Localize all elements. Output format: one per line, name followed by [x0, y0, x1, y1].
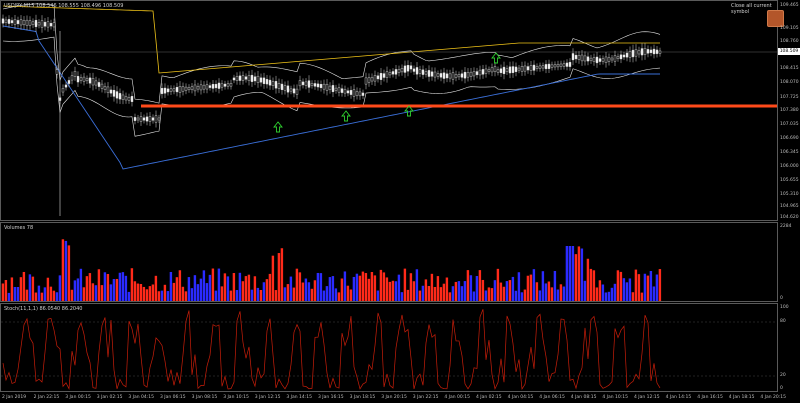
- price-tick: 106.690: [780, 136, 799, 141]
- price-tick: 104.620: [780, 215, 799, 220]
- stoch-axis-100: 100: [780, 305, 789, 310]
- time-tick: 4 Jan 08:15: [570, 395, 597, 400]
- price-tick: 108.415: [780, 66, 799, 71]
- time-tick: 3 Jan 14:15: [286, 395, 313, 400]
- time-tick: 3 Jan 04:15: [128, 395, 155, 400]
- time-tick: 4 Jan 04:15: [507, 395, 534, 400]
- time-tick: 4 Jan 18:15: [728, 395, 755, 400]
- time-tick: 4 Jan 10:15: [602, 395, 629, 400]
- time-tick: 4 Jan 12:15: [634, 395, 660, 400]
- time-tick: 3 Jan 08:15: [191, 395, 218, 400]
- price-tick: 109.465: [780, 3, 799, 8]
- stoch-axis-80: 80: [780, 319, 786, 324]
- volume-svg: [1, 239, 662, 301]
- volume-axis-max: 2284: [780, 224, 792, 229]
- time-tick: 4 Jan 20:15: [760, 395, 787, 400]
- stoch-axis-20: 20: [780, 373, 786, 378]
- volume-axis-zero: 0: [780, 296, 783, 301]
- price-tick: 107.380: [780, 108, 799, 113]
- stochastic-svg: [1, 309, 777, 391]
- time-tick: 4 Jan 14:15: [665, 395, 692, 400]
- time-tick: 3 Jan 00:15: [65, 395, 91, 400]
- time-tick: 3 Jan 06:15: [160, 395, 186, 400]
- time-tick: 3 Jan 18:15: [349, 395, 376, 400]
- up-arrow-icon: [404, 105, 414, 117]
- price-tick: 106.000: [780, 164, 799, 169]
- up-arrow-icon: [273, 121, 283, 133]
- time-tick: 4 Jan 06:15: [539, 395, 565, 400]
- up-arrow-icon: [341, 110, 351, 122]
- price-tick: 105.310: [780, 192, 799, 197]
- time-tick: 4 Jan 16:15: [697, 395, 723, 400]
- up-arrow-icon: [491, 52, 501, 64]
- time-tick: 2 Jan 22:15: [33, 395, 60, 400]
- time-tick: 2 Jan 2019: [2, 395, 27, 400]
- time-tick: 3 Jan 22:15: [412, 395, 439, 400]
- volume-pane[interactable]: Volumes 78: [0, 222, 778, 302]
- close-all-button[interactable]: [767, 10, 784, 27]
- time-tick: 4 Jan 00:15: [444, 395, 471, 400]
- stochastic-pane[interactable]: Stoch(11,1,1) 86.0540 86.2040: [0, 303, 778, 392]
- price-tick: 108.760: [780, 39, 799, 44]
- time-axis: 2 Jan 2019 2 Jan 22:15 3 Jan 00:15 3 Jan 02…: [0, 392, 800, 403]
- stoch-axis-0: 0: [780, 386, 783, 391]
- price-tick: 105.655: [780, 178, 799, 183]
- time-tick: 3 Jan 20:15: [381, 395, 407, 400]
- symbol-info-label: USDJPY,M15 108.546 108.555 108.496 108.5…: [4, 3, 124, 9]
- time-tick: 3 Jan 10:15: [223, 395, 249, 400]
- price-tick: 106.345: [780, 150, 799, 155]
- price-chart-svg: [1, 3, 777, 216]
- stochastic-label: Stoch(11,1,1) 86.0540 86.2040: [4, 306, 83, 312]
- price-tick: 107.725: [780, 95, 799, 100]
- price-tick: 109.105: [780, 26, 799, 31]
- time-tick: 3 Jan 02:15: [96, 395, 123, 400]
- volume-label: Volumes 78: [4, 225, 34, 231]
- time-tick: 4 Jan 02:15: [476, 395, 502, 400]
- price-tick: 107.035: [780, 122, 799, 127]
- price-tick: 104.965: [780, 204, 799, 209]
- price-chart-pane[interactable]: USDJPY,M15 108.546 108.555 108.496 108.5…: [0, 0, 778, 221]
- close-all-label: Close all current symbol: [731, 3, 772, 15]
- price-axis: 109.465 109.105 108.760 108.415 108.070 …: [778, 0, 800, 392]
- time-tick: 3 Jan 12:15: [254, 395, 281, 400]
- price-tick: 108.070: [780, 80, 799, 85]
- time-tick: 3 Jan 16:15: [318, 395, 344, 400]
- current-price-tag: 108.509: [778, 48, 800, 55]
